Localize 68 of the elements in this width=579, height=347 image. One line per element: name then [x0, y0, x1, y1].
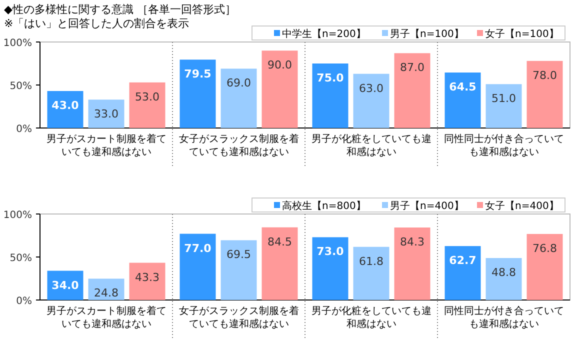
chart-subtitle: ※「はい」と回答した人の割合を表示 — [4, 17, 190, 30]
data-label: 61.8 — [359, 254, 384, 268]
bar — [180, 234, 216, 300]
legend-label: 女子【n=400】 — [485, 200, 559, 212]
legend-label: 男子【n=100】 — [390, 28, 464, 40]
data-label: 53.0 — [135, 90, 160, 104]
data-label: 76.8 — [532, 242, 557, 255]
y-tick-label: 0% — [16, 124, 32, 135]
x-tick-label: 女子がスラックス制服を着ていても違和感はない — [178, 305, 299, 330]
data-label: 73.0 — [316, 245, 344, 258]
data-label: 34.0 — [52, 278, 80, 292]
data-label: 63.0 — [359, 82, 384, 95]
bar — [220, 68, 257, 128]
data-label: 75.0 — [316, 72, 344, 84]
data-label: 77.0 — [184, 242, 212, 255]
bar — [394, 228, 430, 300]
bar — [129, 262, 166, 300]
bar — [486, 84, 522, 128]
bar — [180, 60, 216, 128]
bar — [486, 258, 522, 300]
x-tick-label: 男子が化粧をしていても違和感はない — [311, 305, 432, 330]
y-tick-label: 0% — [16, 296, 32, 307]
data-label: 48.8 — [492, 266, 516, 280]
bar — [129, 82, 166, 128]
data-label: 43.0 — [52, 99, 80, 112]
data-label: 33.0 — [94, 108, 118, 121]
data-label: 84.3 — [400, 236, 424, 248]
legend-label: 女子【n=100】 — [485, 28, 559, 40]
data-label: 84.5 — [268, 235, 292, 248]
x-tick-label: 同性同士が付き合っていても違和感はない — [444, 305, 564, 330]
bar — [88, 100, 124, 128]
legend-label: 中学生【n=200】 — [282, 28, 366, 40]
bar — [394, 53, 430, 128]
bar — [526, 60, 563, 128]
data-label: 90.0 — [268, 58, 292, 72]
bar — [353, 246, 390, 300]
data-label: 69.5 — [226, 248, 251, 262]
data-label: 79.5 — [184, 68, 212, 81]
data-label: 62.7 — [449, 254, 476, 268]
x-tick-label: 男子がスカート制服を着ていても違和感はない — [46, 133, 166, 158]
y-tick-label: 50% — [10, 81, 32, 92]
x-tick-label: 女子がスラックス制服を着ていても違和感はない — [178, 133, 299, 158]
bar — [262, 227, 298, 300]
x-tick-label: 男子がスカート制服を着ていても違和感はない — [46, 305, 166, 330]
y-tick-label: 50% — [10, 253, 32, 264]
x-tick-label: 同性同士が付き合っていても違和感はない — [444, 133, 564, 158]
bar — [47, 91, 84, 128]
legend-label: 男子【n=400】 — [390, 200, 464, 212]
bar — [444, 72, 481, 128]
y-tick-label: 100% — [3, 38, 32, 49]
data-label: 24.8 — [94, 286, 118, 300]
data-label: 87.0 — [400, 61, 424, 74]
y-tick-label: 100% — [3, 210, 32, 221]
data-label: 78.0 — [532, 68, 557, 82]
chart-title: ◆性の多様性に関する意識 ［各単一回答形式］ — [4, 3, 236, 16]
bar — [220, 240, 257, 300]
x-tick-label: 男子が化粧をしていても違和感はない — [311, 133, 432, 158]
bar — [312, 237, 348, 300]
data-label: 43.3 — [135, 270, 160, 284]
bar — [444, 246, 481, 300]
data-label: 69.0 — [226, 76, 251, 90]
data-label: 64.5 — [449, 80, 476, 94]
data-label: 51.0 — [492, 92, 516, 106]
bar — [312, 64, 348, 128]
bar — [526, 234, 563, 300]
legend-label: 高校生【n=800】 — [282, 200, 366, 212]
bar — [262, 50, 298, 128]
bar — [353, 74, 390, 128]
